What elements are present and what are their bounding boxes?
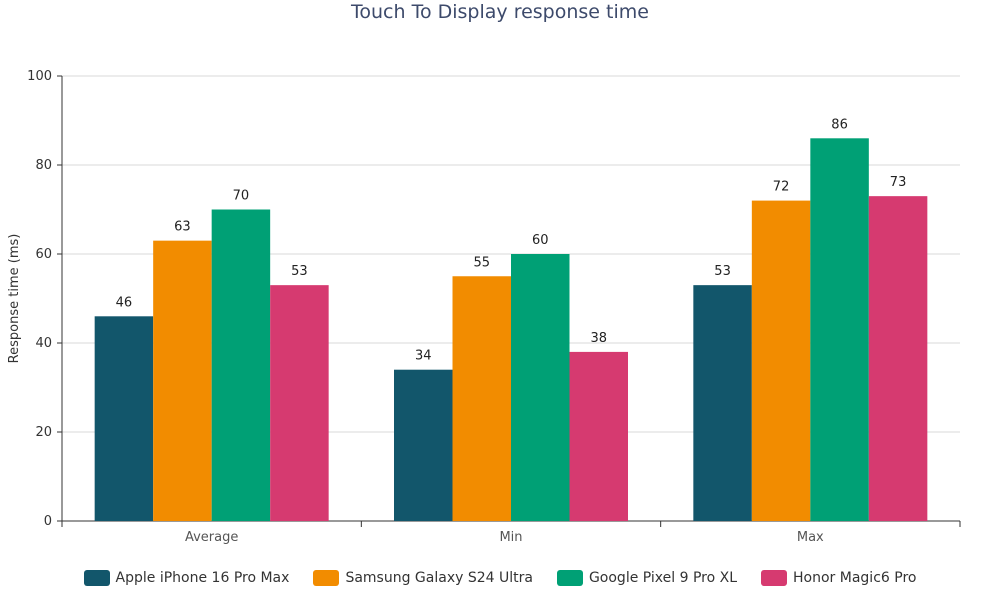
data-label: 55: [473, 255, 490, 270]
legend-label: Honor Magic6 Pro: [793, 570, 917, 586]
bar: [693, 285, 752, 521]
bar: [569, 351, 628, 521]
data-label: 72: [773, 180, 790, 195]
data-label: 53: [291, 264, 308, 279]
bar: [270, 285, 329, 521]
bar: [810, 138, 869, 522]
x-tick-label: Average: [185, 530, 238, 545]
chart-plot: 0 20 40 60 80 100 Response time (ms) 46 63 70 53 Av…: [7, 69, 961, 545]
bar: [511, 254, 570, 521]
bar: [751, 200, 811, 521]
bar: [211, 209, 271, 521]
legend-label: Samsung Galaxy S24 Ultra: [345, 570, 533, 586]
legend-item[interactable]: Apple iPhone 16 Pro Max: [83, 570, 290, 586]
y-axis-title: Response time (ms): [7, 234, 22, 364]
legend-swatch: [313, 570, 340, 586]
data-label: 38: [590, 331, 607, 346]
y-tick-label: 40: [35, 336, 52, 351]
data-label: 34: [415, 349, 432, 364]
data-label: 46: [116, 295, 133, 310]
x-tick-label: Max: [797, 530, 824, 545]
bar: [452, 276, 511, 521]
legend-label: Apple iPhone 16 Pro Max: [115, 570, 290, 586]
y-tick-label: 0: [44, 514, 52, 529]
y-tick-label: 60: [35, 247, 52, 262]
bar: [394, 369, 453, 521]
legend-item[interactable]: Google Pixel 9 Pro XL: [556, 570, 738, 586]
x-tick-label: Min: [499, 530, 522, 545]
legend-item[interactable]: Samsung Galaxy S24 Ultra: [313, 570, 533, 586]
bar: [153, 240, 212, 521]
y-tick-label: 100: [27, 69, 52, 84]
data-label: 70: [233, 189, 250, 204]
data-label: 53: [714, 264, 731, 279]
data-label: 60: [532, 233, 549, 248]
legend-item[interactable]: Honor Magic6 Pro: [761, 570, 916, 586]
legend: Apple iPhone 16 Pro Max Samsung Galaxy S2…: [0, 570, 1000, 586]
data-label: 86: [831, 117, 848, 132]
legend-label: Google Pixel 9 Pro XL: [588, 570, 738, 586]
y-tick-label: 80: [35, 158, 52, 173]
legend-swatch: [761, 570, 788, 586]
chart-title: Touch To Display response time: [351, 1, 649, 23]
data-label: 63: [174, 220, 191, 235]
bar: [868, 196, 928, 521]
legend-swatch: [83, 570, 110, 586]
data-label: 73: [890, 175, 907, 190]
legend-swatch: [556, 570, 583, 586]
bar: [94, 316, 154, 521]
y-tick-label: 20: [35, 425, 52, 440]
